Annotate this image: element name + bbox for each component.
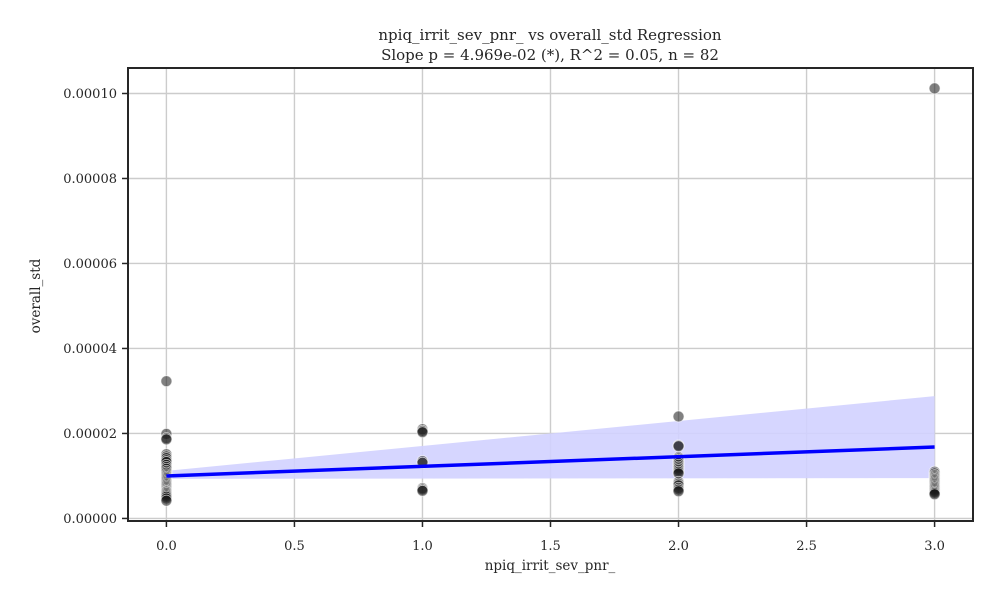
data-point-37 <box>416 426 429 439</box>
y-ticks: 0.00000 0.00002 0.00004 0.00006 0.00008 0.000… <box>63 87 128 527</box>
regression-line <box>166 445 935 478</box>
data-point-45 <box>672 440 685 453</box>
data-point-63 <box>928 82 941 95</box>
y-tick-label-0: 0.00000 <box>63 512 117 527</box>
x-tick-label-3: 1.5 <box>540 539 561 554</box>
y-tick-label-2: 0.00004 <box>63 342 117 357</box>
x-tick-label-2: 1.0 <box>412 539 433 554</box>
x-tick-label-5: 2.5 <box>796 539 817 554</box>
points-layer <box>160 82 941 507</box>
x-tick-label-1: 0.5 <box>284 539 305 554</box>
x-tick-label-4: 2.0 <box>668 539 689 554</box>
y-tick-label-4: 0.00008 <box>63 172 117 187</box>
data-point-0 <box>160 375 173 388</box>
x-axis-label: npiq_irrit_sev_pnr_ <box>485 558 616 574</box>
x-tick-label-6: 3.0 <box>924 539 945 554</box>
data-point-62 <box>672 485 685 498</box>
data-point-42 <box>416 484 429 497</box>
data-point-34 <box>160 494 173 507</box>
chart-title-line-1: npiq_irrit_sev_pnr_ vs overall_std Regre… <box>378 26 722 44</box>
data-point-81 <box>928 488 941 501</box>
y-tick-label-3: 0.00006 <box>63 257 117 272</box>
confidence-band <box>166 396 935 479</box>
data-point-43 <box>672 410 685 423</box>
data-point-3 <box>160 433 173 446</box>
y-tick-label-5: 0.00010 <box>63 87 117 102</box>
y-axis-label: overall_std <box>28 258 44 333</box>
grid-layer <box>128 68 973 521</box>
x-ticks: 0.0 0.5 1.0 1.5 2.0 2.5 3.0 <box>156 521 945 554</box>
chart-title-line-2: Slope p = 4.969e-02 (*), R^2 = 0.05, n =… <box>381 46 719 64</box>
x-tick-label-0: 0.0 <box>156 539 177 554</box>
y-tick-label-1: 0.00002 <box>63 427 117 442</box>
